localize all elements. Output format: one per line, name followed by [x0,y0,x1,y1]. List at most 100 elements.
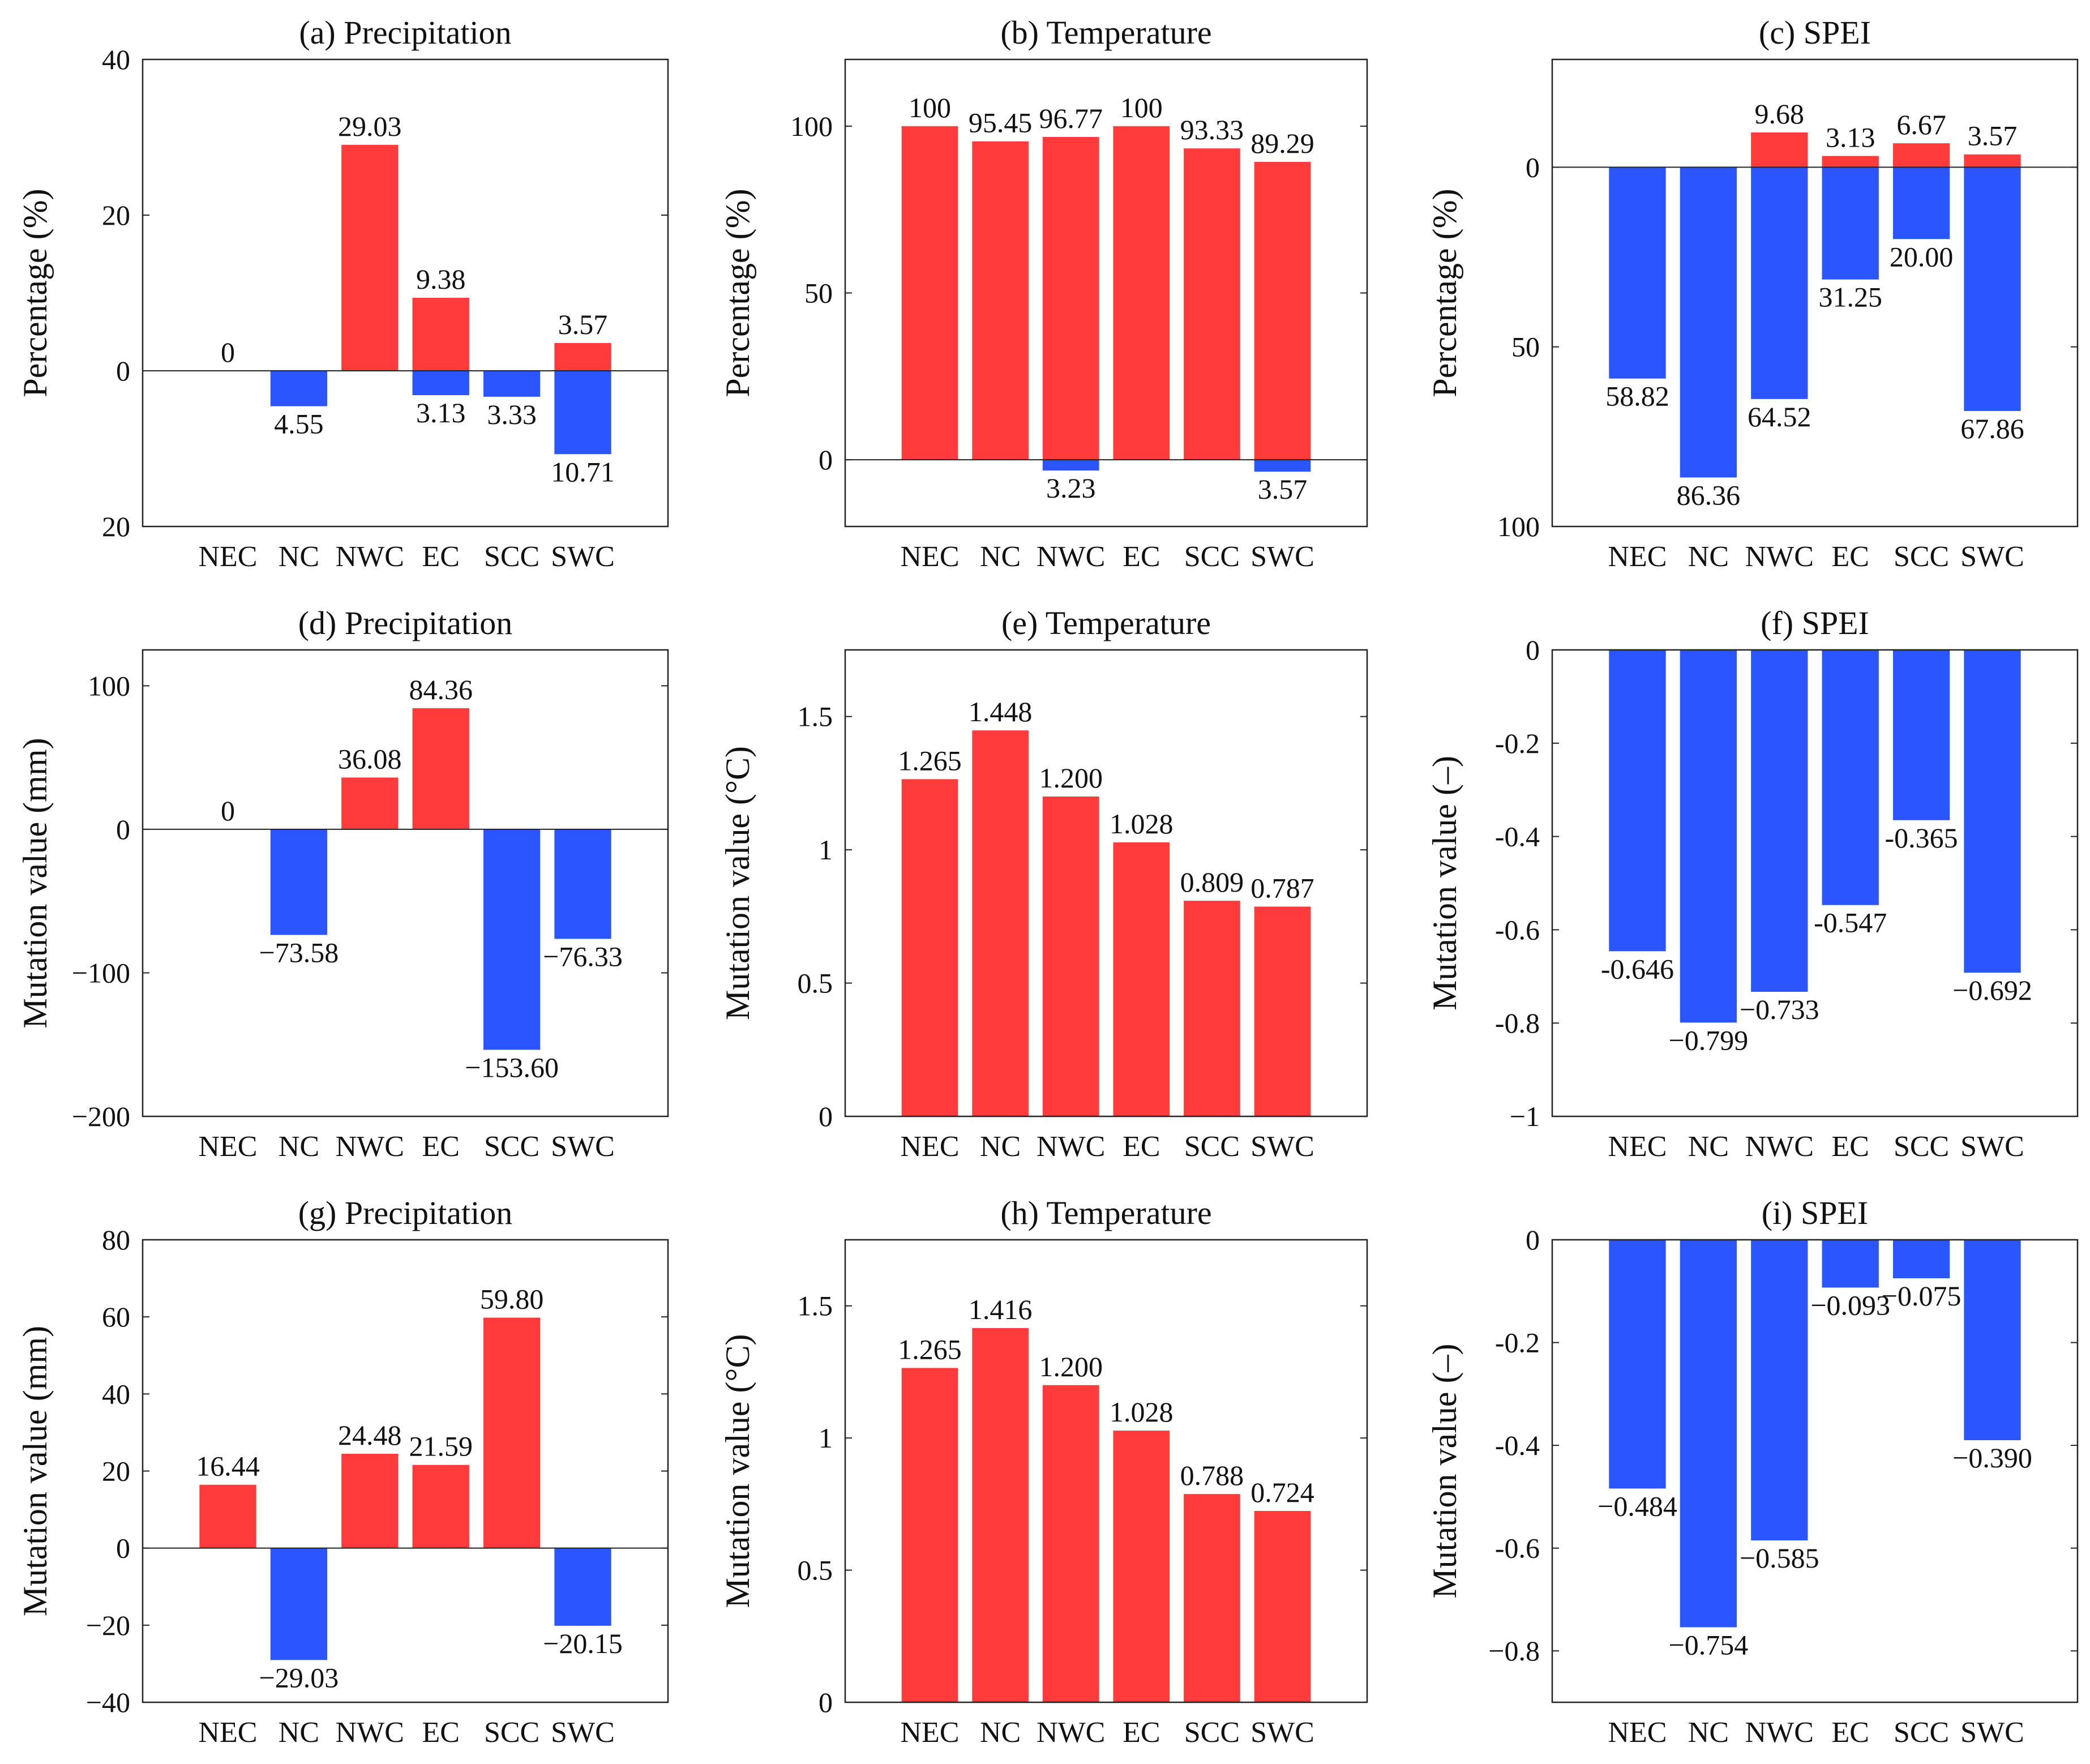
plot-frame [142,1239,669,1703]
data-label-ec: 84.36 [409,674,473,705]
data-label-nec: -0.646 [1601,953,1674,984]
data-label-scc: -0.365 [1885,822,1958,854]
xtick-label-ec: EC [1123,1716,1160,1749]
data-label-swc: 3.57 [558,309,608,340]
panel-c-ylabel: Percentage (%) [1426,189,1463,397]
ytick-label: 20 [102,199,130,231]
panel-i-ylabel: Mutation value (–) [1426,1344,1463,1599]
data-label-scc: 93.33 [1180,114,1244,145]
ytick-label: -0.4 [1495,1429,1540,1461]
bar-swc [554,371,611,455]
bar-ec [1822,1240,1879,1288]
bar-swc [554,342,611,371]
xtick-label-swc: SWC [1960,1131,2024,1163]
bar-nc [270,371,328,406]
panel-d-title: (d) Precipitation [298,605,513,641]
ytick-label: 1 [819,834,833,866]
data-label-nwc: 3.23 [1046,472,1096,504]
xtick-label-nc: NC [279,541,319,573]
plot-frame [844,58,1368,528]
xtick-label-nwc: NWC [1037,1131,1105,1163]
bar-nec [1609,650,1666,952]
xtick-label-scc: SCC [1184,1716,1240,1749]
data-label-nwc: 64.52 [1748,401,1811,433]
bar-ec [412,371,469,396]
xtick-label-nc: NC [980,541,1021,573]
data-label-nc: 1.448 [969,696,1033,727]
xtick-label-scc: SCC [484,1131,539,1163]
data-label-ec: 1.028 [1110,1396,1174,1428]
plot-frame [142,649,669,1118]
xtick-label-nc: NC [1688,1131,1729,1163]
data-label-scc: 3.33 [487,399,537,430]
bar-ec [412,708,469,829]
ytick-label: -0.4 [1495,821,1540,853]
data-label-nwc: 96.77 [1039,102,1103,134]
data-label-nwc: 36.08 [338,743,402,774]
ytick-label: 50 [1511,331,1540,363]
bar-nec [1609,167,1666,379]
panel-d-ylabel: Mutation value (mm) [16,738,54,1028]
ytick-label: −40 [86,1686,130,1718]
bar-nwc [1042,1385,1099,1702]
bar-scc [483,1317,541,1548]
ytick-label: 40 [102,1378,130,1410]
xtick-label-ec: EC [1123,1131,1160,1163]
ytick-label: -0.2 [1495,1327,1540,1359]
data-label-nc: 4.55 [274,408,324,440]
bar-ec [412,1465,469,1548]
data-label-swc: 0.787 [1250,872,1314,904]
bar-nwc [1042,796,1099,1116]
panel-b: (b) Temperature Percentage (%) 0 50 100 100 95… [719,14,1368,573]
xtick-label-nc: NC [279,1716,319,1749]
xtick-label-nwc: NWC [1037,541,1105,573]
data-label-ec: 21.59 [409,1431,473,1462]
bar-ec [1822,650,1879,905]
bar-nwc [341,144,399,371]
ytick-label: 100 [1497,511,1540,542]
bar-nwc [1751,650,1808,992]
data-label-nec: 58.82 [1605,380,1669,412]
data-label-nc: 86.36 [1677,479,1741,511]
bar-nwc [341,1453,399,1548]
panel-d: (d) Precipitation Mutation value (mm) −200… [16,605,669,1163]
ytick-label: 0.5 [798,967,833,999]
bar-swc [1254,1510,1311,1702]
bar-nec [1609,1240,1666,1489]
data-label-nwc: 9.68 [1755,98,1805,130]
bar-swc [1254,161,1311,460]
bar-nwc [1751,1240,1808,1541]
ytick-label: -0.2 [1495,727,1540,759]
data-label-ec: −0.093 [1810,1289,1890,1321]
ytick-label: 0 [116,355,130,387]
xtick-label-ec: EC [1831,1131,1869,1163]
xtick-label-swc: SWC [551,1716,615,1749]
data-label-nc: −0.799 [1669,1024,1749,1056]
ytick-label: 20 [102,1455,130,1487]
panel-f-ylabel: Mutation value (–) [1426,756,1463,1011]
xtick-label-nc: NC [279,1131,319,1163]
xtick-label-scc: SCC [1184,541,1240,573]
ytick-label: −1 [1510,1101,1540,1132]
xtick-label-nwc: NWC [1745,1131,1814,1163]
ytick-label: -0.6 [1495,914,1540,945]
ytick-label: 0 [819,444,833,476]
data-label-ec: 3.13 [416,397,466,429]
xtick-label-nc: NC [980,1131,1021,1163]
bar-swc [1254,906,1311,1116]
xtick-label-nwc: NWC [1745,541,1814,573]
xtick-label-swc: SWC [1250,1131,1314,1163]
xtick-label-ec: EC [422,541,459,573]
bar-swc [1964,650,2021,973]
data-label-nc: −29.03 [259,1662,339,1693]
ytick-label: 0 [116,1532,130,1564]
panel-b-ylabel: Percentage (%) [719,189,756,397]
bar-ec [1822,167,1879,280]
ytick-label: -0.8 [1495,1007,1540,1039]
data-label-ec: 1.028 [1110,808,1174,840]
data-label-swc: 10.71 [551,456,615,487]
bar-nec [199,1484,256,1548]
ytick-label: 0.5 [798,1555,833,1586]
panel-h-ylabel: Mutation value (°C) [719,1334,756,1608]
data-label-scc: −153.60 [465,1051,559,1083]
